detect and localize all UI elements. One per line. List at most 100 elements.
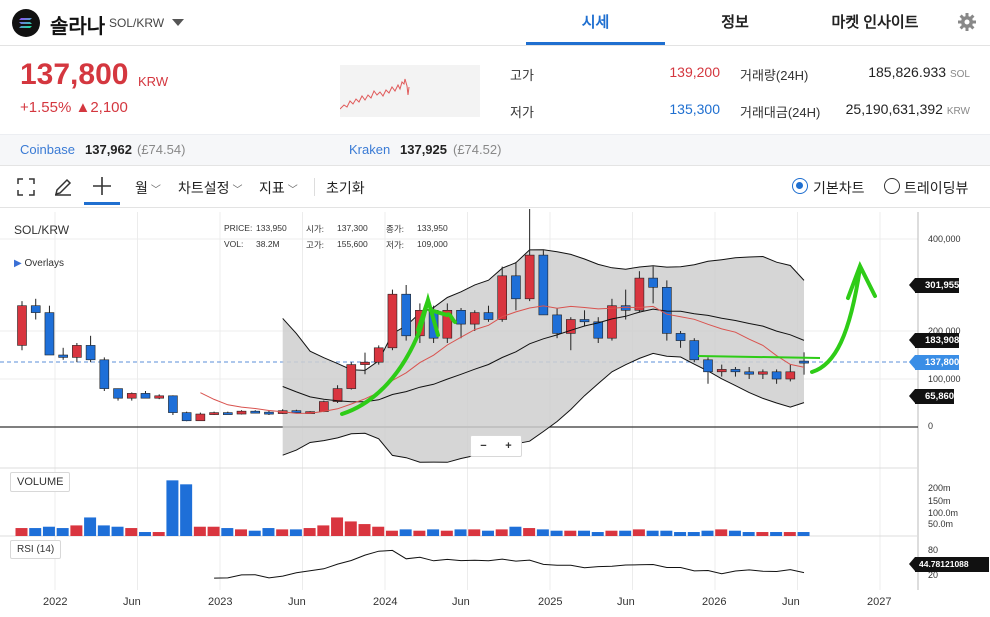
volume-bar <box>193 526 206 536</box>
candle-body <box>17 305 27 346</box>
volume-bar <box>42 526 55 536</box>
candle-body <box>483 312 494 320</box>
volume-panel-label[interactable]: VOLUME <box>10 472 71 492</box>
chevron-down-icon[interactable] <box>172 19 184 26</box>
volume-bar <box>578 530 591 536</box>
gear-icon[interactable] <box>957 12 977 32</box>
volume-bar <box>29 528 42 536</box>
crosshair-tool[interactable] <box>84 170 120 205</box>
basic-chart-radio[interactable] <box>792 178 808 194</box>
x-tick: Jun <box>452 596 470 608</box>
x-tick: Jun <box>782 596 800 608</box>
indicators-dropdown[interactable]: 지표 ﹀ <box>259 178 298 198</box>
rsi-line <box>214 549 805 579</box>
indicators-label: 지표 <box>259 180 285 196</box>
exchange-coinbase-link[interactable]: Coinbase <box>20 142 75 157</box>
info-close-label: 종가: <box>386 224 405 234</box>
volume-bar <box>701 530 714 536</box>
candle-body <box>579 319 590 323</box>
x-tick: 2025 <box>538 596 563 608</box>
price-chart[interactable] <box>0 209 990 617</box>
bollinger-lower-line <box>282 352 805 463</box>
bollinger-band-fill <box>282 249 804 463</box>
interval-value: 월 <box>135 180 148 196</box>
fullscreen-icon[interactable] <box>17 178 35 201</box>
draw-pencil-icon[interactable] <box>53 177 73 202</box>
volume-bar <box>536 529 549 536</box>
info-vol: 38.2M <box>256 239 280 249</box>
volume-bar <box>125 528 138 536</box>
zoom-out-button[interactable]: − <box>480 440 487 452</box>
candle-body <box>346 364 357 389</box>
volume-bar <box>481 530 494 536</box>
candle-body <box>332 388 343 402</box>
volume-bar <box>344 521 357 536</box>
volume-bar <box>564 530 577 536</box>
moving-average-line <box>200 305 805 414</box>
chart-settings-dropdown[interactable]: 차트설정 ﹀ <box>178 178 243 198</box>
candle-body <box>703 359 713 373</box>
exchange-coinbase-price: 137,962 <box>85 142 132 157</box>
coin-pair[interactable]: SOL/KRW <box>109 16 165 30</box>
candle-body <box>689 340 700 361</box>
rsi-tick-80: 80 <box>928 545 939 555</box>
candle-body <box>264 411 274 415</box>
header: 솔라나 SOL/KRW 시세 정보 마켓 인사이트 <box>0 0 990 46</box>
candle-body <box>236 410 247 415</box>
volume-24h-unit: SOL <box>949 69 970 80</box>
tab-market-insight[interactable]: 마켓 인사이트 <box>831 14 919 31</box>
y-tick-0: 0 <box>928 421 934 431</box>
chart-symbol: SOL/KRW <box>14 223 70 237</box>
candle-body <box>168 395 178 413</box>
candle-body <box>456 309 466 325</box>
exchange-kraken-gbp: (£74.52) <box>453 142 502 157</box>
candle-body <box>497 275 508 320</box>
price-currency: KRW <box>138 74 169 89</box>
volume-bar <box>427 529 440 536</box>
bb-middle-tag: 183,908 <box>908 333 960 348</box>
overlays-toggle[interactable]: ▶ Overlays <box>14 258 64 269</box>
candle-body <box>360 361 370 365</box>
volume-bar <box>495 529 508 536</box>
zoom-in-button[interactable]: + <box>505 440 512 452</box>
candle-body <box>469 312 480 325</box>
y-tick-400000: 400,000 <box>928 234 961 244</box>
y-tick-100000: 100,000 <box>928 374 961 384</box>
turnover-24h-label: 거래대금(24H) <box>740 105 821 120</box>
candle-body <box>524 254 535 300</box>
volume-bar <box>152 532 165 536</box>
basic-chart-label[interactable]: 기본차트 <box>813 180 865 196</box>
candle-body <box>401 293 411 337</box>
solana-logo-icon <box>12 9 40 37</box>
volume-bar <box>605 530 618 536</box>
tradingview-radio[interactable] <box>884 178 900 194</box>
tradingview-label[interactable]: 트레이딩뷰 <box>904 180 969 196</box>
rsi-tick-20: 20 <box>928 570 939 580</box>
volume-bar <box>180 484 193 536</box>
interval-dropdown[interactable]: 월 ﹀ <box>135 178 161 198</box>
volume-bar <box>454 529 467 536</box>
x-tick: 2027 <box>867 596 892 608</box>
candle-body <box>140 393 151 399</box>
turnover-24h-unit: KRW <box>946 106 970 117</box>
change-percent: +1.55% <box>20 99 72 116</box>
tab-info[interactable]: 정보 <box>721 14 749 31</box>
volume-bar <box>221 528 234 536</box>
candle-body <box>209 412 219 415</box>
tab-price[interactable]: 시세 <box>581 14 610 31</box>
candle-body <box>373 347 384 363</box>
crosshair-icon <box>93 177 111 195</box>
chevron-down-icon: ﹀ <box>287 185 298 196</box>
volume-bar <box>111 526 124 536</box>
candle-body <box>99 359 110 389</box>
info-close: 133,950 <box>417 223 448 233</box>
candle-body <box>30 305 41 313</box>
reset-button[interactable]: 초기화 <box>326 180 365 196</box>
candlestick-series <box>17 209 809 422</box>
rsi-panel-label[interactable]: RSI (14) <box>10 540 62 559</box>
candle-body <box>387 293 398 349</box>
x-tick: 2023 <box>208 596 233 608</box>
info-price-label: PRICE: <box>224 223 253 233</box>
low-value: 135,300 <box>669 101 720 117</box>
exchange-kraken-link[interactable]: Kraken <box>349 142 391 157</box>
